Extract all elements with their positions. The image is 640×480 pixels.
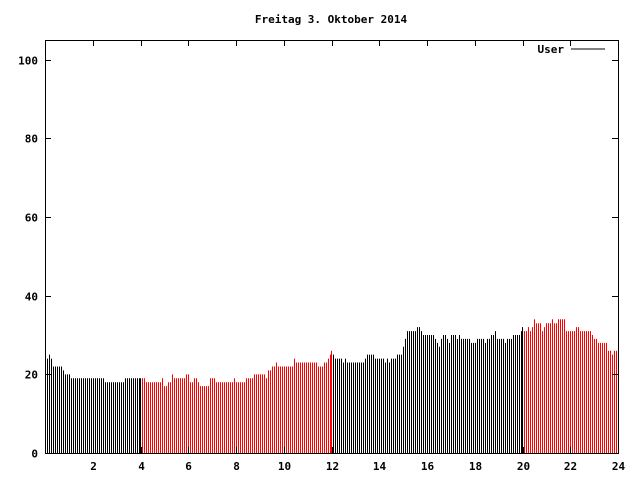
y-tick-label: 20 bbox=[25, 369, 38, 382]
x-tick-label: 12 bbox=[326, 460, 339, 473]
bars-group bbox=[45, 319, 617, 453]
x-tick-label: 14 bbox=[373, 460, 387, 473]
x-tick-label: 6 bbox=[185, 460, 192, 473]
y-tick-label: 0 bbox=[31, 448, 38, 461]
y-tick-label: 60 bbox=[25, 212, 38, 225]
x-tick-label: 24 bbox=[612, 460, 626, 473]
x-tick-label: 22 bbox=[564, 460, 577, 473]
legend-label-user: User bbox=[538, 43, 565, 56]
y-tick-label: 40 bbox=[25, 291, 38, 304]
y-tick-label: 80 bbox=[25, 133, 38, 146]
legend: User bbox=[538, 43, 605, 56]
y-tick-label: 100 bbox=[18, 55, 38, 68]
x-tick-label: 2 bbox=[90, 460, 97, 473]
x-tick-label: 18 bbox=[469, 460, 482, 473]
chart-title: Freitag 3. Oktober 2014 bbox=[255, 13, 408, 26]
x-tick-label: 8 bbox=[233, 460, 240, 473]
x-tick-label: 10 bbox=[278, 460, 291, 473]
x-tick-label: 16 bbox=[421, 460, 435, 473]
x-tick-label: 4 bbox=[138, 460, 145, 473]
x-tick-label: 20 bbox=[517, 460, 530, 473]
